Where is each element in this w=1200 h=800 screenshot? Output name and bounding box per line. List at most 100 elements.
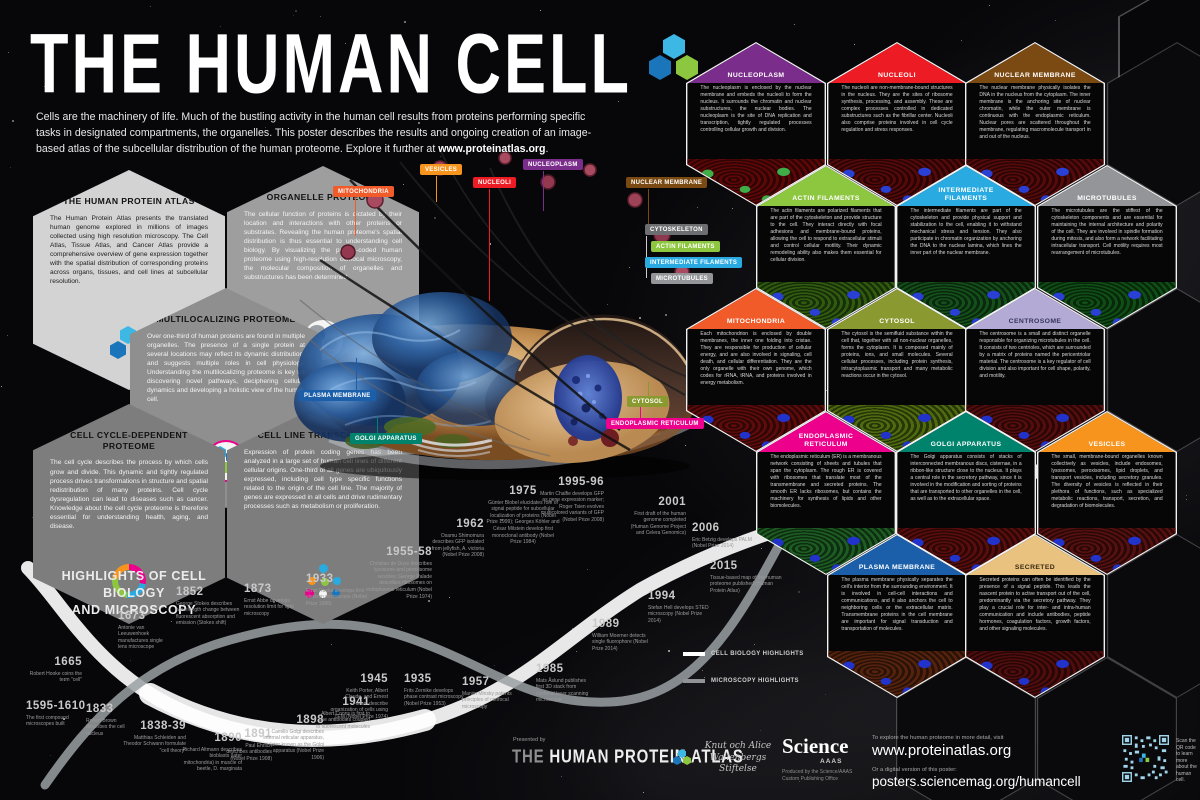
timeline-event-text: Matthias Schleiden and Theodor Schwann f…	[120, 735, 186, 755]
cell-organelle-label: ACTIN FILAMENTS	[651, 241, 720, 252]
timeline-event-text: Marvin Minsky patents principles of conf…	[462, 691, 520, 711]
timeline-entry: 1957 Marvin Minsky patents principles of…	[462, 676, 520, 710]
timeline-event-text: George Stokes describes wavelength chang…	[176, 601, 242, 627]
organelle-description: The actin filaments are polarized filame…	[757, 206, 894, 288]
qr-code[interactable]	[1122, 735, 1169, 787]
hpa-logo-hexagons-icon	[673, 749, 693, 769]
label-leader-line	[355, 198, 356, 236]
timeline-year: 1957	[462, 676, 520, 689]
timeline-entry: 1873 Ernst Abbe develops resolution limi…	[244, 583, 304, 617]
organelle-title: CYTOSOL	[879, 318, 915, 326]
label-leader-line	[489, 189, 490, 301]
timeline-event-text: Robert Hooke coins the term "cell"	[26, 671, 82, 684]
timeline-event-text: Ernst Abbe develops resolution limit for…	[244, 598, 304, 618]
organelle-header: NUCLEOPLASM	[687, 43, 824, 83]
organelle-title: MITOCHONDRIA	[727, 318, 785, 326]
aaas-logo: AAAS	[820, 758, 842, 765]
qr-caption: Scan the QR code to learn more about the…	[1176, 738, 1199, 784]
legend-label: MICROSCOPY HIGHLIGHTS	[711, 678, 799, 684]
science-logo: Science	[782, 734, 848, 759]
organelle-title: CENTROSOME	[1009, 318, 1062, 326]
organelle-header: NUCLEOLI	[828, 43, 965, 83]
organelle-header: NUCLEAR MEMBRANE	[966, 43, 1103, 83]
timeline-entry: 1673 Antonie van Leeuwenhoek manufacture…	[118, 610, 170, 651]
timeline-year: 2001	[628, 496, 686, 509]
organelle-description: Each mitochondrion is enclosed by double…	[687, 329, 824, 411]
timeline-event-text: Antonie van Leeuwenhoek manufactures sin…	[118, 625, 170, 651]
timeline-entry: 1985 Mats Åslund publishes first 3D stac…	[536, 663, 594, 704]
cell-organelle-label: NUCLEAR MEMBRANE	[626, 177, 707, 188]
timeline-year: 1989	[592, 618, 650, 631]
intro-paragraph: Cells are the machinery of life. Much of…	[36, 110, 604, 158]
label-leader-line	[377, 417, 378, 433]
timeline-year: 1962	[428, 518, 484, 531]
timeline-event-text: Christian de Duve describes lysosome and…	[366, 561, 432, 601]
timeline-entry: 1994 Stefan Hell develops STED microscop…	[648, 590, 714, 624]
poster: THE HUMAN CELL Cells are the machinery o…	[0, 0, 1200, 800]
organelle-description: The centrosome is a small and distinct o…	[966, 329, 1103, 411]
cell-organelle-label: MITOCHONDRIA	[333, 186, 394, 197]
organelle-title: GOLGI APPARATUS	[931, 441, 1002, 449]
timeline-event-text: Stefan Hell develops STED microscopy (No…	[648, 605, 714, 625]
cell-organelle-label: ENDOPLASMIC RETICULUM	[606, 418, 704, 429]
organelle-title: INTERMEDIATE FILAMENTS	[916, 187, 1016, 203]
timeline-entry: 1945 Keith Porter, Albert Claude, and Er…	[330, 673, 388, 721]
label-leader-line	[356, 358, 357, 390]
timeline-year: 2006	[692, 522, 764, 535]
organelle-description: The microtubules are the stiffest of the…	[1038, 206, 1175, 288]
info-hexagon-body: The cell cycle describes the process by …	[33, 455, 225, 534]
label-leader-line	[640, 407, 641, 418]
timeline-entry: 1955-58 Christian de Duve describes lyso…	[366, 546, 432, 600]
organelle-description: The nucleoplasm is enclosed by the nucle…	[687, 83, 824, 165]
cell-organelle-label: GOLGI APPARATUS	[350, 433, 422, 444]
timeline-event-text: Mats Åslund publishes first 3D stack fro…	[536, 678, 594, 704]
organelle-title: NUCLEOLI	[878, 72, 916, 80]
label-leader-line	[543, 171, 544, 211]
timeline-entry: 1989 William Moerner detects single fluo…	[592, 618, 650, 652]
timeline-year: 1935	[404, 673, 466, 686]
timeline-year: 1985	[536, 663, 594, 676]
timeline-entry: 1595-1610 The first compound microscopes…	[26, 700, 86, 728]
cell-organelle-label: CYTOSOL	[627, 396, 668, 407]
timeline-event-text: Keith Porter, Albert Claude, and Ernest …	[330, 688, 388, 721]
legend-label: CELL BIOLOGY HIGHLIGHTS	[711, 651, 804, 657]
timeline-event-text: Eric Betzig develops PALM (Nobel Prize 2…	[692, 537, 764, 550]
timeline-year: 1833	[86, 703, 138, 716]
protein-atlas-logo-icon	[649, 34, 701, 86]
organelle-title: ACTIN FILAMENTS	[792, 195, 860, 203]
intro-link[interactable]: www.proteinatlas.org	[438, 143, 545, 155]
timeline-entry: 1935 Frits Zernike develops phase contra…	[404, 673, 466, 707]
organelle-description: The plasma membrane physically separates…	[828, 575, 965, 657]
timeline-entry: 1838-39 Matthias Schleiden and Theodor S…	[120, 720, 186, 754]
timeline-year: 1852	[176, 586, 242, 599]
organelle-description: The nuclear membrane physically isolates…	[966, 83, 1103, 165]
cell-organelle-label: NUCLEOPLASM	[523, 159, 583, 170]
timeline-entry: 1995-96 Martin Chalfie develops GFP as g…	[538, 476, 604, 524]
timeline-event-text: Tissue-based map of the human proteome p…	[710, 575, 786, 595]
poster-url[interactable]: posters.sciencemag.org/humancell	[872, 774, 1081, 789]
timeline-year: 1945	[330, 673, 388, 686]
cell-organelle-label: VESICLES	[420, 164, 462, 175]
organelle-description: The nucleoli are non-membrane-bound stru…	[828, 83, 965, 165]
timeline-year: 1665	[26, 656, 82, 669]
presented-by-label: Presented by	[513, 737, 545, 743]
organelle-title: VESICLES	[1089, 441, 1126, 449]
produced-by-text: Produced by the Science/AAAS Custom Publ…	[782, 769, 862, 782]
proteinatlas-url[interactable]: www.proteinatlas.org	[872, 742, 1011, 759]
organelle-title: SECRETED	[1015, 564, 1055, 572]
timeline-year: 1873	[244, 583, 304, 596]
timeline-event-text: Ernst Ruska develops first electron micr…	[306, 588, 368, 608]
timeline-event-text: William Moerner detects single fluoropho…	[592, 633, 650, 653]
timeline-entry: 2015 Tissue-based map of the human prote…	[710, 560, 786, 594]
timeline-year: 1673	[118, 610, 170, 623]
timeline-entry: 1898 Camillo Golgi describes internal re…	[262, 714, 324, 762]
poster-url-label: Or a digital version of this poster:	[872, 767, 957, 773]
microscopy-legend-swatch	[683, 679, 705, 683]
timeline-year: 1898	[262, 714, 324, 727]
cell-organelle-label: CYTOSKELETON	[645, 224, 708, 235]
timeline-year: 1838-39	[120, 720, 186, 733]
timeline-year: 1994	[648, 590, 714, 603]
timeline-event-text: The first compound microscopes built	[26, 715, 86, 728]
cell-organelle-label: PLASMA MEMBRANE	[299, 390, 376, 401]
timeline-entry: 2001 First draft of the human genome com…	[628, 496, 686, 537]
